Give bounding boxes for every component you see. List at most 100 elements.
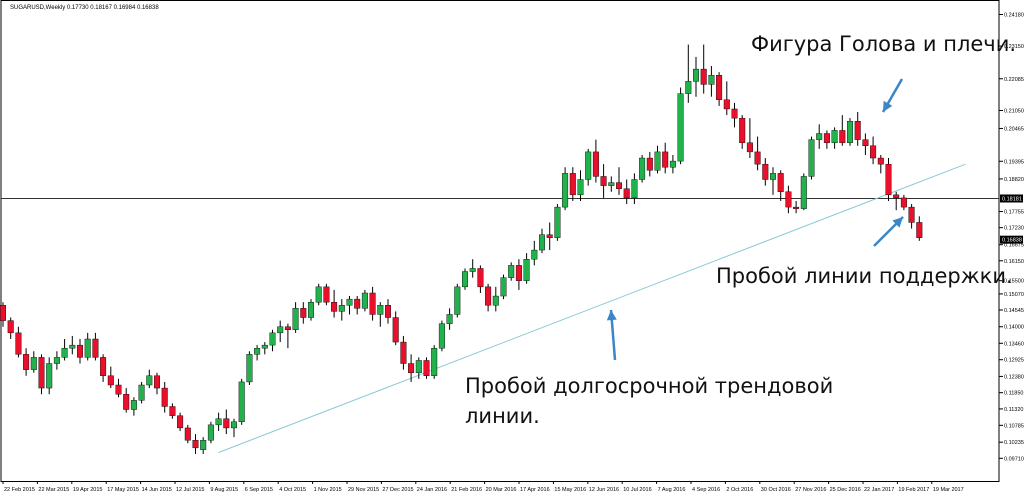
candle: [454, 283, 461, 318]
candle: [508, 262, 515, 281]
candle-body-up: [338, 305, 345, 312]
candle-body-down: [0, 305, 6, 321]
x-tick-label: 24 Jan 2016: [417, 487, 447, 493]
candle: [269, 329, 276, 352]
candle: [408, 354, 415, 382]
annotation-head-shoulders: Фигура Голова и плечи.: [751, 32, 1017, 56]
candle: [854, 112, 861, 146]
candle-body-up: [685, 81, 692, 94]
candle: [223, 409, 230, 435]
y-tick-label: 0.15070: [1004, 292, 1024, 298]
candle: [354, 296, 361, 315]
candle: [770, 167, 777, 195]
candle-body-up: [577, 179, 584, 196]
candle-body-up: [415, 360, 422, 373]
candle-body-down: [723, 99, 730, 110]
x-tick-label: 1 Nov 2015: [314, 487, 342, 493]
candle-body-down: [700, 68, 707, 85]
candle-body-down: [300, 308, 307, 318]
candle-body-up: [608, 182, 615, 186]
candle: [207, 421, 214, 444]
x-tick-label: 12 Jul 2015: [176, 487, 204, 493]
candle-body-down: [746, 142, 753, 153]
x-tick-label: 7 Aug 2016: [658, 487, 686, 493]
x-tick-label: 30 Oct 2016: [761, 487, 791, 493]
candle-body-down: [600, 176, 607, 186]
candle: [523, 253, 530, 284]
candle: [531, 240, 538, 266]
candle: [877, 154, 884, 174]
candle: [546, 222, 553, 251]
candle-body-down: [885, 163, 892, 196]
candle-body-up: [431, 347, 438, 376]
candle-body-down: [754, 151, 761, 165]
candle-body-down: [331, 301, 338, 312]
x-tick-label: 29 Nov 2015: [348, 487, 379, 493]
candle-body-up: [677, 93, 684, 162]
candle-body-up: [207, 424, 214, 441]
arrows: [606, 78, 904, 361]
candle: [777, 170, 784, 201]
x-tick-label: 22 Mar 2015: [38, 487, 69, 493]
candle-body-up: [438, 323, 445, 349]
candle-body-down: [515, 265, 522, 281]
candle: [477, 265, 484, 293]
long-term-trendline: [218, 163, 966, 453]
candle-body-down: [107, 375, 114, 386]
candle: [577, 170, 584, 201]
candle: [700, 44, 707, 94]
candle-body-up: [346, 298, 353, 306]
candle: [431, 345, 438, 379]
candle: [130, 397, 137, 416]
candle: [716, 72, 723, 106]
x-tick-label: 19 Mar 2017: [933, 487, 964, 493]
candle-body-up: [554, 206, 561, 238]
candle: [361, 289, 368, 312]
candle: [46, 357, 53, 395]
candle-body-up: [215, 418, 222, 426]
candle-body-down: [369, 292, 376, 315]
candle: [485, 283, 492, 312]
candle-body-down: [839, 130, 846, 143]
y-tick-label: 0.13460: [1004, 341, 1024, 347]
candle: [446, 308, 453, 330]
x-tick-label: 22 Feb 2015: [4, 487, 35, 493]
candle-body-up: [639, 157, 646, 180]
candle-body-down: [716, 75, 723, 100]
candle-body-down: [854, 121, 861, 140]
candle: [23, 348, 30, 376]
candle-body-down: [877, 157, 884, 165]
candle: [592, 139, 599, 183]
y-tick-label: 0.11850: [1004, 391, 1023, 397]
candle: [554, 204, 561, 241]
candle: [785, 185, 792, 214]
candle: [585, 148, 592, 186]
candle-body-up: [770, 173, 777, 180]
y-tick-label: 0.10235: [1004, 440, 1024, 446]
y-tick-label: 0.22085: [1004, 77, 1024, 83]
candle-body-down: [823, 133, 830, 143]
candle: [377, 302, 384, 327]
x-tick-label: 10 Jul 2016: [623, 487, 651, 493]
candle-body-up: [562, 173, 569, 208]
candle: [146, 369, 153, 389]
candle: [847, 118, 854, 146]
y-tick-label: 0.14545: [1004, 308, 1024, 314]
candle: [708, 66, 715, 97]
candle-body-down: [23, 354, 30, 370]
x-tick-label: 4 Sep 2016: [692, 487, 720, 493]
candle: [685, 44, 692, 103]
candle-body-up: [454, 286, 461, 315]
y-tick-label: 0.11320: [1004, 407, 1023, 413]
candle-body-down: [169, 406, 176, 416]
candle-body-down: [15, 332, 22, 355]
candle: [669, 154, 676, 174]
candle: [138, 381, 145, 404]
x-tick-label: 9 Aug 2015: [210, 487, 238, 493]
annotation-trend-break-line1: Пробой долгосрочной трендовой: [465, 374, 834, 398]
candle-body-up: [315, 286, 322, 303]
y-tick-label: 0.10785: [1004, 423, 1024, 429]
candle: [600, 164, 607, 198]
candle: [908, 204, 915, 229]
candle-body-down: [731, 108, 738, 119]
